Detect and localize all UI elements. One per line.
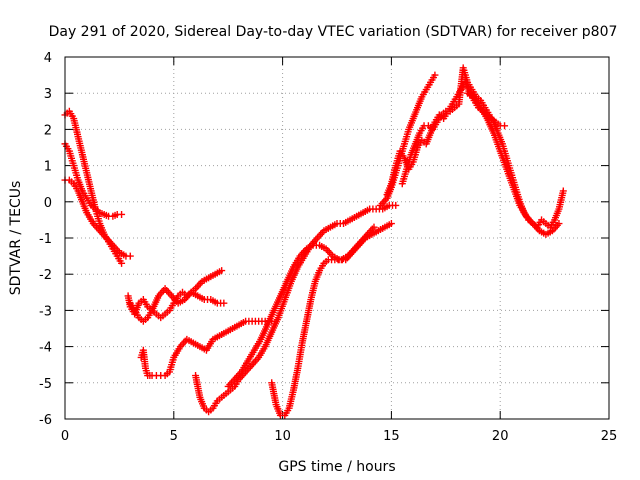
y-tick-label: 4 [44, 51, 52, 66]
y-tick-label: 2 [44, 123, 52, 138]
chart-title: Day 291 of 2020, Sidereal Day-to-day VTE… [49, 24, 618, 40]
y-tick-label: 1 [44, 160, 52, 175]
plot-frame [64, 56, 610, 420]
y-tick-label: -4 [39, 341, 52, 356]
x-tick-label: 5 [170, 429, 178, 444]
series-track-k [383, 78, 509, 199]
data-point [387, 220, 395, 228]
y-tick-label: -3 [39, 304, 52, 319]
x-axis-label: GPS time / hours [278, 459, 395, 475]
y-tick-label: 3 [44, 87, 52, 102]
data-point [118, 210, 126, 218]
x-tick-label: 15 [383, 429, 400, 444]
x-tick-label: 20 [492, 429, 509, 444]
x-tick-label: 0 [61, 429, 69, 444]
data-point [555, 220, 563, 228]
data-point [370, 223, 378, 231]
y-axis-ticks: -6 -5 -4 -3 -2 -1 0 1 2 3 4 [39, 51, 609, 428]
y-tick-label: -1 [39, 232, 52, 247]
data-point [126, 252, 134, 260]
data-point [392, 201, 400, 209]
y-tick-label: 0 [44, 196, 52, 211]
data-point [559, 187, 567, 195]
grid-lines [65, 57, 609, 419]
series-track-i [268, 223, 378, 419]
data-point [501, 122, 509, 130]
y-tick-label: -6 [39, 413, 52, 428]
data-point [431, 71, 439, 79]
y-tick-label: -5 [39, 377, 52, 392]
series-track-b [61, 140, 126, 220]
series-track-a [61, 107, 126, 267]
data-marks [61, 64, 567, 419]
data-point [118, 259, 126, 267]
series-track-e [126, 267, 226, 325]
series-track-c [61, 176, 134, 260]
x-axis-ticks: 0 5 10 15 20 25 [61, 57, 617, 444]
series-track-h [224, 220, 395, 390]
x-tick-label: 10 [274, 429, 291, 444]
data-point [218, 267, 226, 275]
series-track-g [192, 201, 400, 416]
series-track-m [464, 89, 563, 238]
y-axis-label: SDTVAR / TECUs [8, 181, 24, 296]
x-tick-label: 25 [601, 429, 618, 444]
data-point [220, 299, 228, 307]
y-tick-label: -2 [39, 268, 52, 283]
